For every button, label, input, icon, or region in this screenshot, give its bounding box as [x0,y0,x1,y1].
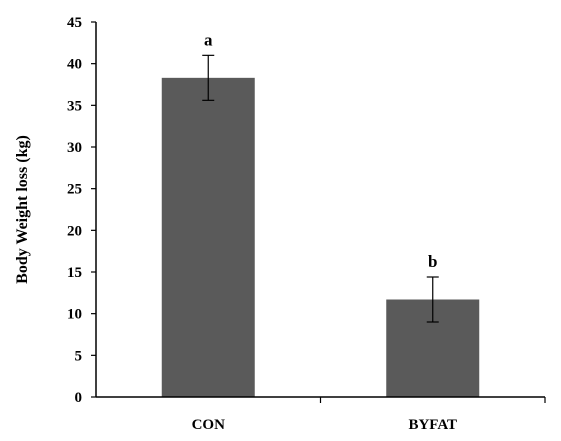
x-axis-ticks: CON BYFAT [192,397,546,433]
y-axis-label: Body Weight loss (kg) [14,135,31,284]
bar [161,77,255,397]
y-tick-label: 35 [67,98,82,114]
y-tick-label: 30 [67,140,82,156]
y-tick-label: 15 [67,265,82,281]
y-tick-label: 45 [67,15,82,31]
y-tick-label: 5 [75,348,83,364]
significance-label: a [204,30,213,49]
bars [161,77,480,397]
error-bars [202,54,439,323]
x-tick-label: BYFAT [408,417,457,433]
significance-labels: ab [204,30,437,271]
y-tick-label: 10 [67,307,82,323]
x-tick-label: CON [192,417,226,433]
y-axis-ticks: 0 5 10 15 20 25 30 35 40 45 [67,15,96,406]
y-tick-label: 0 [75,390,83,406]
y-tick-label: 25 [67,182,82,198]
y-tick-label: 40 [67,57,82,73]
significance-label: b [428,252,437,271]
y-tick-label: 20 [67,223,82,239]
